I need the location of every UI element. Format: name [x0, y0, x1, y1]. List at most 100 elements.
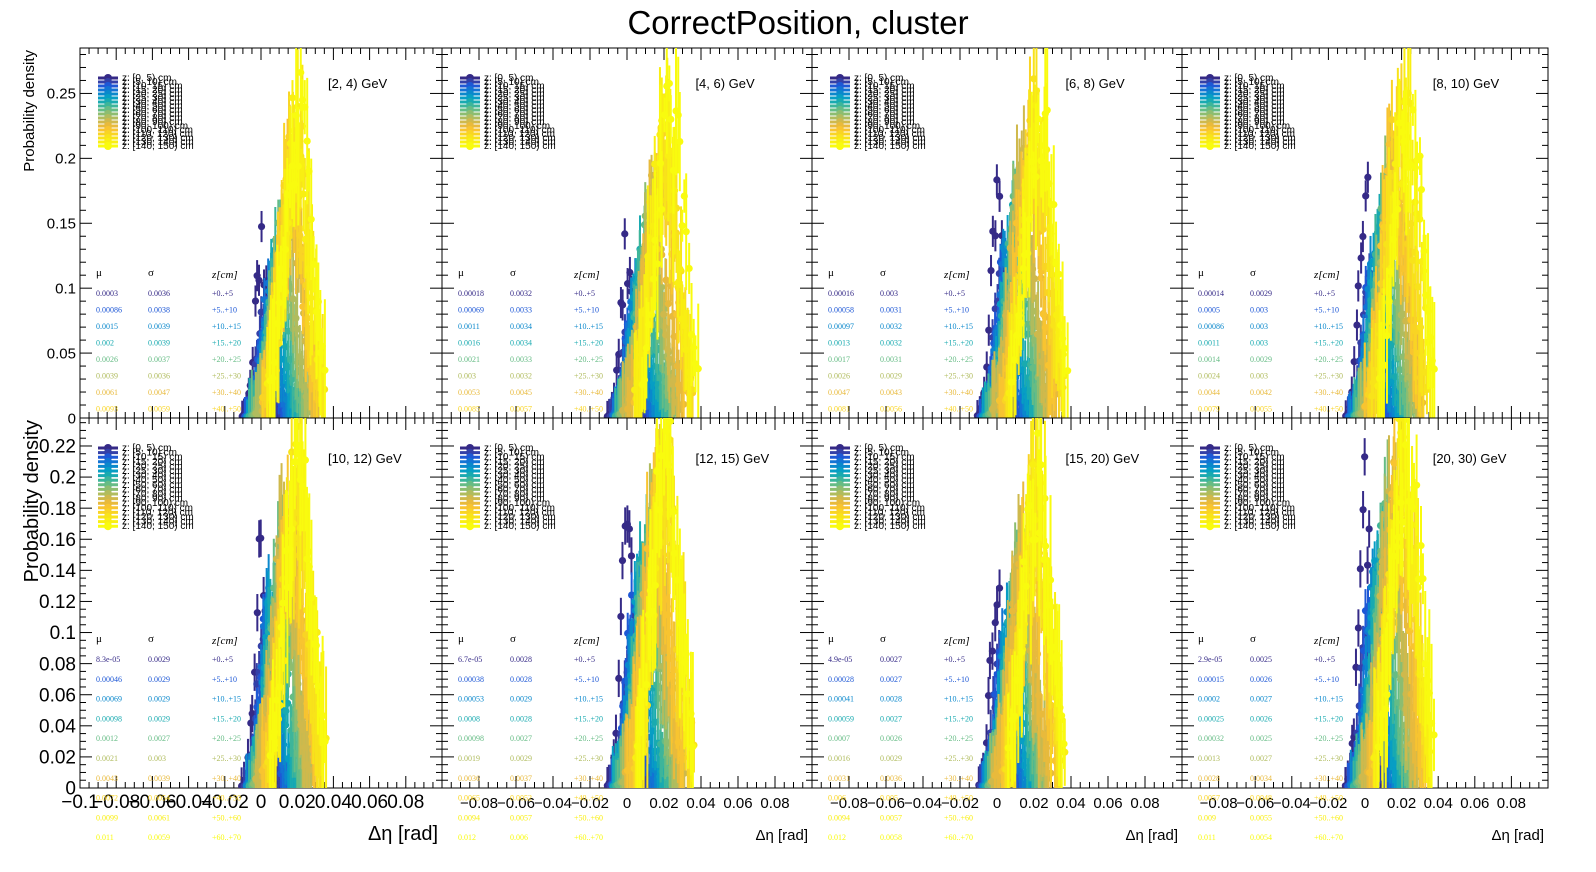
data-point — [1019, 264, 1028, 273]
stats-header-mu: μ — [96, 267, 102, 279]
legend-label: z: [90, 100) cm — [122, 121, 188, 132]
legend-label: z: [120, 130) cm — [122, 133, 194, 144]
stats-zbin: +25..+30 — [944, 372, 973, 381]
stats-mu: 0.0011 — [458, 322, 480, 331]
stats-zbin: +30..+40 — [212, 388, 241, 397]
legend-label: z: [15, 20) cm — [122, 85, 183, 96]
legend-label: z: [50, 60) cm — [122, 105, 183, 116]
data-point — [275, 299, 283, 307]
data-point — [685, 264, 693, 273]
stats-zbin: +20..+25 — [212, 355, 241, 364]
stats-zbin: +20..+25 — [574, 355, 603, 364]
data-point — [284, 699, 292, 707]
stats-mu: 0.0061 — [96, 388, 118, 397]
stats-mu: 0.0085 — [458, 405, 480, 414]
legend: z: [0, 5) cmz: [5, 10) cmz: [10, 15) cmz… — [98, 73, 194, 152]
data-point — [255, 276, 263, 284]
data-point — [1050, 200, 1058, 209]
stats-mu: 0.0003 — [96, 289, 118, 298]
stats-mu: 0.0014 — [1198, 355, 1220, 364]
data-point — [621, 230, 629, 238]
stats-zbin: +40..+50 — [574, 405, 603, 414]
stats-zbin: +10..+15 — [1314, 322, 1343, 331]
stats-header-z: z[cm] — [211, 269, 238, 281]
stats-sigma: 0.0039 — [148, 339, 170, 348]
stats-sigma: 0.003 — [1250, 306, 1268, 315]
legend-label: z: [20, 25) cm — [1224, 89, 1285, 100]
data-point — [1007, 378, 1015, 386]
legend-label: z: [80, 90) cm — [484, 117, 545, 128]
data-point — [1357, 254, 1365, 262]
stats-mu: 0.00018 — [458, 289, 484, 298]
legend: z: [0, 5) cmz: [5, 10) cmz: [10, 15) cmz… — [1200, 73, 1296, 152]
stats-zbin: +10..+15 — [944, 322, 973, 331]
data-point — [660, 310, 668, 318]
legend-label: z: [130, 140) cm — [854, 137, 926, 148]
stats-sigma: 0.0055 — [1250, 405, 1272, 414]
legend-label: z: [140, 150) cm — [484, 141, 556, 152]
stats-sigma: 0.0032 — [510, 289, 532, 298]
data-point — [647, 311, 656, 319]
data-point — [288, 94, 297, 102]
x-tick-label: −0.08 — [92, 792, 140, 813]
legend-label: z: [90, 100) cm — [854, 121, 920, 132]
figure-title: CorrectPosition, cluster — [627, 4, 968, 41]
stats-header-sigma: σ — [510, 267, 516, 279]
stats-sigma: 0.0036 — [148, 289, 170, 298]
data-point — [1412, 327, 1420, 335]
legend-label: z: [140, 150) cm — [1224, 141, 1296, 152]
legend-label: z: [40, 50) cm — [484, 101, 545, 112]
data-point — [1043, 106, 1051, 114]
data-point — [310, 260, 318, 268]
data-point — [281, 245, 290, 254]
y-tick-label: 0.06 — [39, 685, 76, 706]
stats-sigma: 0.0032 — [880, 339, 902, 348]
legend-label: z: [80, 90) cm — [854, 117, 915, 128]
stats-mu: 0.0011 — [1198, 339, 1220, 348]
data-point — [1430, 365, 1438, 373]
stats-zbin: +20..+25 — [1314, 355, 1343, 364]
data-point — [289, 295, 297, 303]
legend-label: z: [50, 60) cm — [1224, 105, 1285, 116]
stats-sigma: 0.0029 — [1250, 289, 1272, 298]
data-point — [1386, 267, 1395, 276]
stats-sigma: 0.003 — [880, 289, 898, 298]
stats-sigma: 0.0034 — [510, 322, 532, 331]
data-point — [1395, 119, 1403, 127]
data-point — [1362, 192, 1370, 200]
stats-mu: 0.0093 — [96, 405, 118, 414]
y-tick-label: 0.18 — [39, 499, 76, 520]
stats-mu: 0.00069 — [458, 306, 484, 315]
stats-mu: 0.0021 — [458, 355, 480, 364]
data-point — [270, 358, 279, 367]
data-point — [694, 365, 702, 373]
legend-label: z: [15, 20) cm — [854, 85, 915, 96]
stats-zbin: +30..+40 — [944, 388, 973, 397]
stats-zbin: +30..+40 — [574, 388, 603, 397]
stats-header-z: z[cm] — [943, 269, 970, 281]
stats-table: μ σ z[cm] 0.0003 0.0036 +0..+5 0.00086 0.0038 +5… — [96, 267, 241, 414]
legend-label: z: [40, 50) cm — [854, 101, 915, 112]
data-point — [1055, 270, 1063, 278]
legend-label: z: [0, 5) cm — [122, 73, 171, 84]
data-point — [637, 351, 646, 359]
data-point — [1377, 280, 1385, 288]
legend-label: z: [40, 50) cm — [122, 101, 183, 112]
data-point — [292, 314, 300, 322]
legend-label: z: [30, 40) cm — [1224, 97, 1285, 108]
legend-label: z: [90, 100) cm — [484, 121, 550, 132]
stats-zbin: +10..+15 — [212, 322, 241, 331]
stats-header-mu: μ — [828, 267, 834, 279]
data-marks — [238, 418, 330, 788]
data-point — [1394, 205, 1402, 213]
legend-label: z: [0, 5) cm — [484, 73, 533, 84]
stats-table: μ σ z[cm] 0.00018 0.0032 +0..+5 0.00069 0.0033 +… — [458, 267, 603, 414]
data-marks — [603, 48, 702, 418]
data-point — [656, 159, 664, 167]
data-point — [985, 326, 993, 334]
stats-sigma: 0.0036 — [148, 372, 170, 381]
legend-marker — [836, 142, 844, 150]
stats-mu: 0.00086 — [1198, 322, 1224, 331]
legend-label: z: [100, 110) cm — [854, 125, 925, 136]
y-tick-label: 0.14 — [39, 561, 76, 582]
